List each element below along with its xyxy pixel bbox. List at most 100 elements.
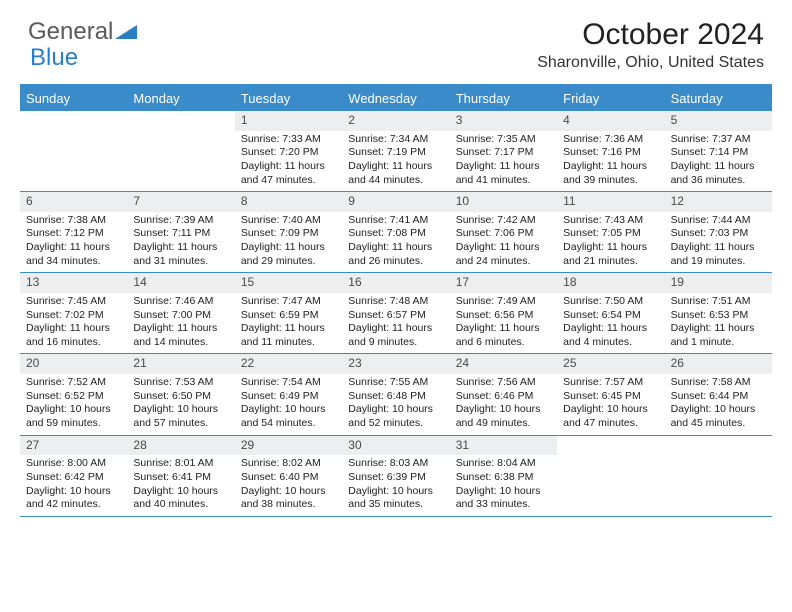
calendar: Sunday Monday Tuesday Wednesday Thursday… bbox=[20, 84, 772, 517]
sunrise-text: Sunrise: 8:02 AM bbox=[241, 457, 336, 471]
logo-text-blue: Blue bbox=[30, 44, 78, 72]
sunset-text: Sunset: 7:19 PM bbox=[348, 146, 443, 160]
sunset-text: Sunset: 6:48 PM bbox=[348, 390, 443, 404]
sunrise-text: Sunrise: 7:56 AM bbox=[456, 376, 551, 390]
day-content: Sunrise: 8:04 AMSunset: 6:38 PMDaylight:… bbox=[450, 456, 557, 516]
day-content: Sunrise: 7:34 AMSunset: 7:19 PMDaylight:… bbox=[342, 132, 449, 192]
day-cell: 23Sunrise: 7:55 AMSunset: 6:48 PMDayligh… bbox=[342, 354, 449, 434]
daylight-text: Daylight: 11 hours and 11 minutes. bbox=[241, 322, 336, 349]
daylight-text: Daylight: 11 hours and 41 minutes. bbox=[456, 160, 551, 187]
daylight-text: Daylight: 11 hours and 39 minutes. bbox=[563, 160, 658, 187]
day-cell: 25Sunrise: 7:57 AMSunset: 6:45 PMDayligh… bbox=[557, 354, 664, 434]
day-content: Sunrise: 7:46 AMSunset: 7:00 PMDaylight:… bbox=[127, 294, 234, 354]
day-content: Sunrise: 8:03 AMSunset: 6:39 PMDaylight:… bbox=[342, 456, 449, 516]
daylight-text: Daylight: 11 hours and 47 minutes. bbox=[241, 160, 336, 187]
day-number: 13 bbox=[20, 273, 127, 293]
sunset-text: Sunset: 7:17 PM bbox=[456, 146, 551, 160]
sunset-text: Sunset: 7:03 PM bbox=[671, 227, 766, 241]
day-header-mon: Monday bbox=[127, 86, 234, 111]
day-content: Sunrise: 8:02 AMSunset: 6:40 PMDaylight:… bbox=[235, 456, 342, 516]
week-row: 20Sunrise: 7:52 AMSunset: 6:52 PMDayligh… bbox=[20, 354, 772, 435]
day-content: Sunrise: 7:42 AMSunset: 7:06 PMDaylight:… bbox=[450, 213, 557, 273]
day-content: Sunrise: 7:38 AMSunset: 7:12 PMDaylight:… bbox=[20, 213, 127, 273]
day-cell: 19Sunrise: 7:51 AMSunset: 6:53 PMDayligh… bbox=[665, 273, 772, 353]
day-header-thu: Thursday bbox=[450, 86, 557, 111]
day-number: 9 bbox=[342, 192, 449, 212]
sunset-text: Sunset: 6:54 PM bbox=[563, 309, 658, 323]
sunrise-text: Sunrise: 7:48 AM bbox=[348, 295, 443, 309]
daylight-text: Daylight: 11 hours and 9 minutes. bbox=[348, 322, 443, 349]
location-text: Sharonville, Ohio, United States bbox=[537, 54, 764, 72]
daylight-text: Daylight: 10 hours and 54 minutes. bbox=[241, 403, 336, 430]
daylight-text: Daylight: 10 hours and 57 minutes. bbox=[133, 403, 228, 430]
day-cell: 31Sunrise: 8:04 AMSunset: 6:38 PMDayligh… bbox=[450, 436, 557, 516]
sunrise-text: Sunrise: 7:35 AM bbox=[456, 133, 551, 147]
sunrise-text: Sunrise: 7:57 AM bbox=[563, 376, 658, 390]
day-content: Sunrise: 7:58 AMSunset: 6:44 PMDaylight:… bbox=[665, 375, 772, 435]
day-content: Sunrise: 7:37 AMSunset: 7:14 PMDaylight:… bbox=[665, 132, 772, 192]
sunrise-text: Sunrise: 7:45 AM bbox=[26, 295, 121, 309]
sunrise-text: Sunrise: 8:03 AM bbox=[348, 457, 443, 471]
sunrise-text: Sunrise: 7:55 AM bbox=[348, 376, 443, 390]
day-number: 22 bbox=[235, 354, 342, 374]
daylight-text: Daylight: 10 hours and 40 minutes. bbox=[133, 485, 228, 512]
day-number: 29 bbox=[235, 436, 342, 456]
sunset-text: Sunset: 7:20 PM bbox=[241, 146, 336, 160]
day-cell: 10Sunrise: 7:42 AMSunset: 7:06 PMDayligh… bbox=[450, 192, 557, 272]
sunset-text: Sunset: 7:05 PM bbox=[563, 227, 658, 241]
logo-text-general: General bbox=[28, 18, 113, 46]
sunset-text: Sunset: 6:49 PM bbox=[241, 390, 336, 404]
sunrise-text: Sunrise: 7:41 AM bbox=[348, 214, 443, 228]
day-cell: 27Sunrise: 8:00 AMSunset: 6:42 PMDayligh… bbox=[20, 436, 127, 516]
day-cell: 26Sunrise: 7:58 AMSunset: 6:44 PMDayligh… bbox=[665, 354, 772, 434]
day-number: 1 bbox=[235, 111, 342, 131]
daylight-text: Daylight: 11 hours and 34 minutes. bbox=[26, 241, 121, 268]
logo: General bbox=[28, 18, 137, 46]
day-content: Sunrise: 7:39 AMSunset: 7:11 PMDaylight:… bbox=[127, 213, 234, 273]
day-content: Sunrise: 7:53 AMSunset: 6:50 PMDaylight:… bbox=[127, 375, 234, 435]
daylight-text: Daylight: 10 hours and 33 minutes. bbox=[456, 485, 551, 512]
week-row: 1Sunrise: 7:33 AMSunset: 7:20 PMDaylight… bbox=[20, 111, 772, 192]
day-content: Sunrise: 7:40 AMSunset: 7:09 PMDaylight:… bbox=[235, 213, 342, 273]
day-content: Sunrise: 7:56 AMSunset: 6:46 PMDaylight:… bbox=[450, 375, 557, 435]
sunrise-text: Sunrise: 8:00 AM bbox=[26, 457, 121, 471]
day-cell: 5Sunrise: 7:37 AMSunset: 7:14 PMDaylight… bbox=[665, 111, 772, 191]
day-content: Sunrise: 8:01 AMSunset: 6:41 PMDaylight:… bbox=[127, 456, 234, 516]
day-cell: 13Sunrise: 7:45 AMSunset: 7:02 PMDayligh… bbox=[20, 273, 127, 353]
title-block: October 2024 Sharonville, Ohio, United S… bbox=[537, 18, 764, 72]
day-cell: 30Sunrise: 8:03 AMSunset: 6:39 PMDayligh… bbox=[342, 436, 449, 516]
sunrise-text: Sunrise: 7:38 AM bbox=[26, 214, 121, 228]
sunrise-text: Sunrise: 8:01 AM bbox=[133, 457, 228, 471]
daylight-text: Daylight: 11 hours and 21 minutes. bbox=[563, 241, 658, 268]
sunset-text: Sunset: 7:06 PM bbox=[456, 227, 551, 241]
daylight-text: Daylight: 11 hours and 19 minutes. bbox=[671, 241, 766, 268]
week-row: 27Sunrise: 8:00 AMSunset: 6:42 PMDayligh… bbox=[20, 436, 772, 517]
day-header-sun: Sunday bbox=[20, 86, 127, 111]
sunrise-text: Sunrise: 7:44 AM bbox=[671, 214, 766, 228]
daylight-text: Daylight: 11 hours and 4 minutes. bbox=[563, 322, 658, 349]
day-number: 19 bbox=[665, 273, 772, 293]
day-number: 23 bbox=[342, 354, 449, 374]
daylight-text: Daylight: 10 hours and 42 minutes. bbox=[26, 485, 121, 512]
day-number: 25 bbox=[557, 354, 664, 374]
sunrise-text: Sunrise: 7:46 AM bbox=[133, 295, 228, 309]
daylight-text: Daylight: 10 hours and 38 minutes. bbox=[241, 485, 336, 512]
sunset-text: Sunset: 7:14 PM bbox=[671, 146, 766, 160]
day-content: Sunrise: 7:47 AMSunset: 6:59 PMDaylight:… bbox=[235, 294, 342, 354]
sunset-text: Sunset: 7:09 PM bbox=[241, 227, 336, 241]
sunrise-text: Sunrise: 7:50 AM bbox=[563, 295, 658, 309]
sunrise-text: Sunrise: 7:47 AM bbox=[241, 295, 336, 309]
sunset-text: Sunset: 6:42 PM bbox=[26, 471, 121, 485]
day-number: 5 bbox=[665, 111, 772, 131]
day-number: 31 bbox=[450, 436, 557, 456]
day-cell bbox=[127, 111, 234, 191]
day-number: 2 bbox=[342, 111, 449, 131]
daylight-text: Daylight: 11 hours and 44 minutes. bbox=[348, 160, 443, 187]
day-header-tue: Tuesday bbox=[235, 86, 342, 111]
day-cell: 22Sunrise: 7:54 AMSunset: 6:49 PMDayligh… bbox=[235, 354, 342, 434]
day-cell: 3Sunrise: 7:35 AMSunset: 7:17 PMDaylight… bbox=[450, 111, 557, 191]
daylight-text: Daylight: 11 hours and 31 minutes. bbox=[133, 241, 228, 268]
day-content: Sunrise: 7:50 AMSunset: 6:54 PMDaylight:… bbox=[557, 294, 664, 354]
day-cell: 8Sunrise: 7:40 AMSunset: 7:09 PMDaylight… bbox=[235, 192, 342, 272]
sunrise-text: Sunrise: 8:04 AM bbox=[456, 457, 551, 471]
